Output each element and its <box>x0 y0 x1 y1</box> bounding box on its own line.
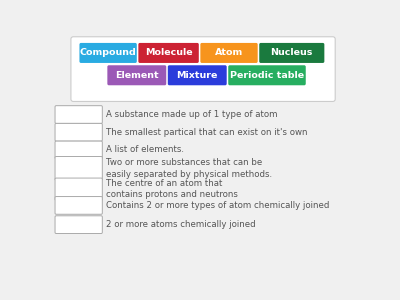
FancyBboxPatch shape <box>71 37 335 101</box>
Text: 2 or more atoms chemically joined: 2 or more atoms chemically joined <box>106 220 256 229</box>
Text: Periodic table: Periodic table <box>230 71 304 80</box>
Text: Mixture: Mixture <box>176 71 218 80</box>
Text: The centre of an atom that
contains protons and neutrons: The centre of an atom that contains prot… <box>106 179 238 200</box>
Text: A list of elements.: A list of elements. <box>106 146 184 154</box>
FancyBboxPatch shape <box>55 216 102 233</box>
Text: A substance made up of 1 type of atom: A substance made up of 1 type of atom <box>106 110 277 119</box>
FancyBboxPatch shape <box>80 43 137 63</box>
FancyBboxPatch shape <box>55 196 102 214</box>
Text: The smallest partical that can exist on it's own: The smallest partical that can exist on … <box>106 128 307 137</box>
Text: Two or more substances that can be
easily separated by physical methods.: Two or more substances that can be easil… <box>106 158 272 179</box>
FancyBboxPatch shape <box>200 43 258 63</box>
FancyBboxPatch shape <box>228 65 306 85</box>
Text: Element: Element <box>115 71 159 80</box>
FancyBboxPatch shape <box>138 43 199 63</box>
FancyBboxPatch shape <box>55 178 102 200</box>
FancyBboxPatch shape <box>259 43 324 63</box>
FancyBboxPatch shape <box>55 141 102 159</box>
Text: Nucleus: Nucleus <box>271 48 313 57</box>
FancyBboxPatch shape <box>168 65 227 85</box>
FancyBboxPatch shape <box>55 123 102 141</box>
FancyBboxPatch shape <box>107 65 166 85</box>
Text: Compound: Compound <box>80 48 136 57</box>
Text: Atom: Atom <box>215 48 243 57</box>
FancyBboxPatch shape <box>55 157 102 180</box>
Text: Molecule: Molecule <box>145 48 192 57</box>
Text: Contains 2 or more types of atom chemically joined: Contains 2 or more types of atom chemica… <box>106 201 329 210</box>
FancyBboxPatch shape <box>55 106 102 123</box>
